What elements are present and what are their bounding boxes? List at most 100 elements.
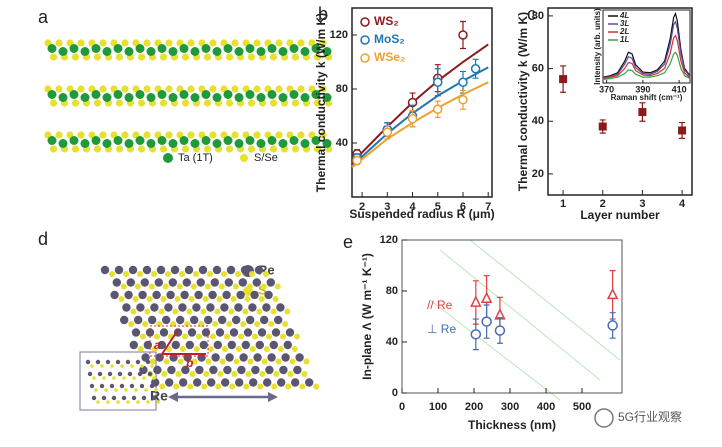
atom xyxy=(247,145,256,153)
y-tick-label: 20 xyxy=(532,168,544,180)
atom xyxy=(55,39,63,47)
atom xyxy=(168,47,178,56)
plot-frame xyxy=(401,239,623,394)
x-tick-label: 7 xyxy=(485,201,491,213)
atom xyxy=(114,388,118,392)
atom xyxy=(124,388,128,392)
atom xyxy=(291,53,300,61)
atom xyxy=(264,290,273,300)
atom xyxy=(278,93,288,102)
point xyxy=(638,108,647,117)
atom xyxy=(284,308,291,315)
atom xyxy=(146,139,156,148)
atom xyxy=(234,139,244,148)
atom xyxy=(105,359,111,365)
atom xyxy=(247,99,256,107)
atom xyxy=(277,378,286,387)
y-tick-label: 40 xyxy=(386,336,398,348)
legend-text: 2L xyxy=(619,27,629,36)
atom xyxy=(91,136,101,145)
atom xyxy=(140,278,149,287)
atom xyxy=(97,371,103,377)
x-tick-label: 410 xyxy=(672,84,687,94)
y-axis-label: Thermal conductivity k (W/m K) xyxy=(314,13,328,192)
y-tick-label: 120 xyxy=(330,29,348,41)
atom xyxy=(186,308,193,315)
atom xyxy=(184,265,194,275)
atom xyxy=(211,353,220,362)
atom xyxy=(266,333,272,340)
atom xyxy=(247,358,254,365)
atom xyxy=(275,85,283,93)
atom xyxy=(101,395,107,401)
atom xyxy=(100,364,104,368)
atom xyxy=(267,44,277,53)
atom xyxy=(257,328,267,337)
x-tick-label: 2 xyxy=(600,198,606,210)
atom xyxy=(241,340,250,350)
atom xyxy=(121,395,127,401)
atom xyxy=(112,278,122,287)
atom xyxy=(300,93,310,102)
atom xyxy=(215,383,222,390)
vector-label: a xyxy=(154,338,161,352)
atom xyxy=(182,333,188,340)
atom xyxy=(196,278,205,287)
atom xyxy=(137,53,146,61)
atom xyxy=(278,47,288,56)
atom xyxy=(291,99,300,107)
atom xyxy=(89,383,95,389)
panel-label: c xyxy=(527,4,536,24)
atom xyxy=(80,139,90,148)
atom xyxy=(246,283,253,290)
atom xyxy=(134,388,138,392)
atom xyxy=(123,271,129,277)
atom xyxy=(80,93,90,102)
x-tick-label: 1 xyxy=(560,198,566,210)
atom xyxy=(197,353,206,362)
vector-label: b xyxy=(186,356,193,370)
atom xyxy=(289,90,299,99)
atom xyxy=(204,315,213,325)
atom xyxy=(110,290,119,300)
spectrum-line xyxy=(602,11,691,78)
atom xyxy=(253,85,261,93)
atom xyxy=(181,365,190,375)
panel-label: b xyxy=(318,4,328,24)
atom xyxy=(260,283,267,290)
atom xyxy=(322,93,332,102)
x-tick-label: 2 xyxy=(359,201,365,213)
atom xyxy=(135,44,145,53)
point xyxy=(407,113,418,124)
point xyxy=(598,122,607,131)
atom xyxy=(278,139,288,148)
atom xyxy=(139,365,148,375)
x-tick-label: 500 xyxy=(573,401,591,413)
atom xyxy=(156,321,163,327)
atom xyxy=(297,131,305,139)
atom xyxy=(276,303,285,312)
atom xyxy=(263,378,272,387)
atom xyxy=(113,136,123,145)
atom xyxy=(153,365,162,375)
atom xyxy=(269,53,278,61)
plot-frame xyxy=(547,7,693,196)
atom xyxy=(253,131,261,139)
atom xyxy=(237,365,246,375)
x-tick-label: 6 xyxy=(460,201,466,213)
atom xyxy=(248,303,257,312)
x-tick-label: 400 xyxy=(537,401,555,413)
atom xyxy=(243,328,253,337)
atom xyxy=(245,136,255,145)
watermark-shape xyxy=(429,239,621,401)
point xyxy=(382,127,393,137)
atom xyxy=(297,85,305,93)
atom xyxy=(201,136,211,145)
atom xyxy=(190,47,200,56)
atom xyxy=(156,265,166,275)
atom xyxy=(99,85,107,93)
atom xyxy=(247,53,256,61)
atom xyxy=(154,388,158,392)
x-tick-label: 4 xyxy=(409,201,416,213)
atom xyxy=(134,283,141,290)
